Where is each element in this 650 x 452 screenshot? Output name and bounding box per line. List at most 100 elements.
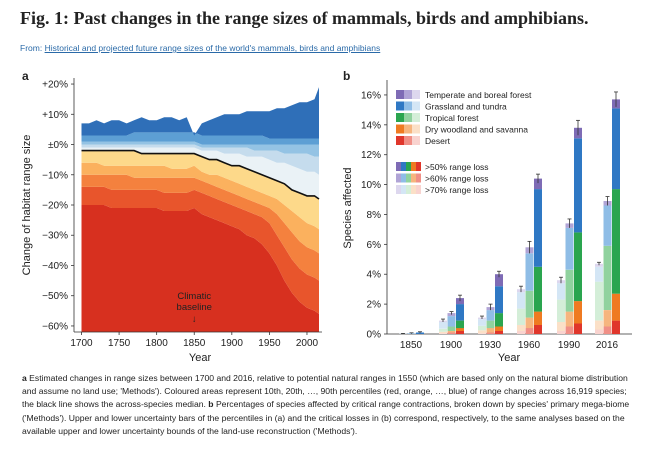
- legend-level-swatch: [416, 173, 421, 183]
- panel-b-y-tick-label: 10%: [361, 180, 381, 191]
- legend-swatch: [412, 90, 420, 99]
- percentile-band-p30: [81, 174, 319, 281]
- bar-segment: [495, 326, 503, 331]
- panel-a-x-tick-label: 1750: [108, 338, 131, 349]
- bar-segment: [495, 286, 503, 314]
- percentile-band-p70: [81, 144, 319, 175]
- legend-level-swatch: [396, 162, 401, 171]
- figure-source[interactable]: From: Historical and projected future ra…: [20, 43, 380, 53]
- bar-segment: [486, 310, 495, 321]
- percentile-band-p20: [81, 186, 319, 314]
- bar-segment: [486, 320, 495, 329]
- bar-segment: [478, 319, 486, 326]
- panel-b-x-tick-label: 1960: [518, 340, 541, 351]
- bar-segment: [612, 189, 620, 294]
- panel-a-x-tick-label: 2000: [296, 338, 319, 349]
- panel-b-x-tick-label: 2016: [596, 340, 619, 351]
- bar-segment: [603, 245, 612, 310]
- panel-b-y-tick-label: 14%: [361, 120, 381, 131]
- panel-b-x-tick-label: 1900: [440, 340, 463, 351]
- legend-swatch: [396, 113, 404, 122]
- percentile-band-p80: [81, 141, 319, 157]
- caption-a-text: Estimated changes in range sizes between…: [22, 373, 628, 410]
- bar-segment: [595, 281, 603, 321]
- percentile-band-p40: [81, 162, 319, 254]
- bar-segment: [447, 316, 456, 327]
- figure-charts: a +20% +10% ±0% −10% −20% −30% −40% −50% −60%1700…: [21, 69, 632, 364]
- bar-segment: [565, 311, 574, 327]
- panel-a-x-tick-label: 1850: [183, 338, 206, 349]
- legend-biome-label: Grassland and tundra: [425, 102, 507, 112]
- bar-segment: [456, 304, 464, 321]
- bar-segment: [439, 333, 447, 334]
- panel-a-y-label: Change of habitat range size: [21, 135, 33, 276]
- percentile-band-p50: [81, 150, 319, 230]
- figure-source-prefix: From:: [20, 43, 43, 53]
- bar-segment: [595, 320, 603, 330]
- baseline-annotation-line2: baseline: [177, 302, 212, 313]
- bar-segment: [574, 301, 582, 324]
- percentile-band-p90: [81, 132, 319, 145]
- legend-swatch: [412, 101, 420, 111]
- panel-a-x-tick-label: 1950: [258, 338, 281, 349]
- bar-segment: [565, 326, 574, 334]
- panel-b-y-label: Species affected: [342, 167, 354, 248]
- panel-b-y-tick-label: 0%: [367, 330, 382, 341]
- panel-b-letter: b: [343, 69, 350, 83]
- legend-swatch: [396, 90, 404, 99]
- panel-a-x-label: Year: [189, 352, 212, 364]
- bar-segment: [456, 331, 464, 334]
- legend-level-swatch: [401, 185, 406, 194]
- bar-segment: [595, 266, 603, 282]
- legend-level-swatch: [396, 173, 401, 183]
- bar-segment: [456, 328, 464, 331]
- legend-biome-label: Desert: [425, 136, 451, 146]
- panel-b-y-tick-label: 16%: [361, 90, 381, 101]
- panel-a-y-tick-label: −60%: [42, 321, 68, 332]
- panel-a-x-tick-label: 1700: [70, 338, 93, 349]
- legend-swatch: [404, 124, 412, 134]
- bar-segment: [565, 269, 574, 312]
- bar-segment: [439, 331, 447, 334]
- bar-segment: [486, 328, 495, 333]
- legend-level-swatch: [416, 162, 421, 171]
- bar-segment: [534, 311, 542, 325]
- bar-segment: [478, 325, 486, 331]
- bar-segment: [534, 178, 542, 190]
- percentile-band-p10: [81, 205, 319, 332]
- legend-level-swatch: [406, 173, 411, 183]
- panel-b-y-tick-label: 8%: [367, 210, 382, 221]
- bar-segment: [495, 313, 503, 327]
- legend-level-swatch: [411, 162, 416, 171]
- bar-segment: [486, 332, 495, 334]
- bar-segment: [447, 331, 456, 333]
- bar-segment: [603, 326, 612, 334]
- caption-b-label: b: [208, 399, 214, 410]
- bar-segment: [557, 322, 565, 331]
- legend-swatch: [404, 136, 412, 145]
- bar-segment: [495, 331, 503, 334]
- panel-a-y-tick-label: +10%: [42, 110, 68, 121]
- bar-segment: [595, 329, 603, 334]
- bar-segment: [603, 310, 612, 327]
- bar-segment: [517, 292, 525, 309]
- panel-a-x-tick-label: 1800: [146, 338, 169, 349]
- median-line: [81, 149, 320, 200]
- legend-level-swatch: [411, 185, 416, 194]
- bar-segment: [557, 299, 565, 322]
- bar-segment: [447, 332, 456, 334]
- baseline-annotation-arrow: ↓: [192, 314, 197, 325]
- bar-segment: [565, 227, 574, 270]
- panel-b-y-tick-label: 2%: [367, 300, 382, 311]
- legend-level-swatch: [406, 185, 411, 194]
- legend-biome-label: Temperate and boreal forest: [425, 90, 532, 100]
- panel-b-y-tick-label: 12%: [361, 150, 381, 161]
- bar-segment: [525, 317, 534, 329]
- figure-source-link[interactable]: Historical and projected future range si…: [44, 43, 381, 53]
- bar-segment: [447, 326, 456, 331]
- caption-b-text: Percentages of species affected by criti…: [22, 399, 630, 436]
- legend-biome-label: Tropical forest: [425, 113, 479, 123]
- bar-segment: [495, 274, 503, 287]
- bar-segment: [478, 330, 486, 334]
- panel-b-x-tick-label: 1850: [400, 340, 423, 351]
